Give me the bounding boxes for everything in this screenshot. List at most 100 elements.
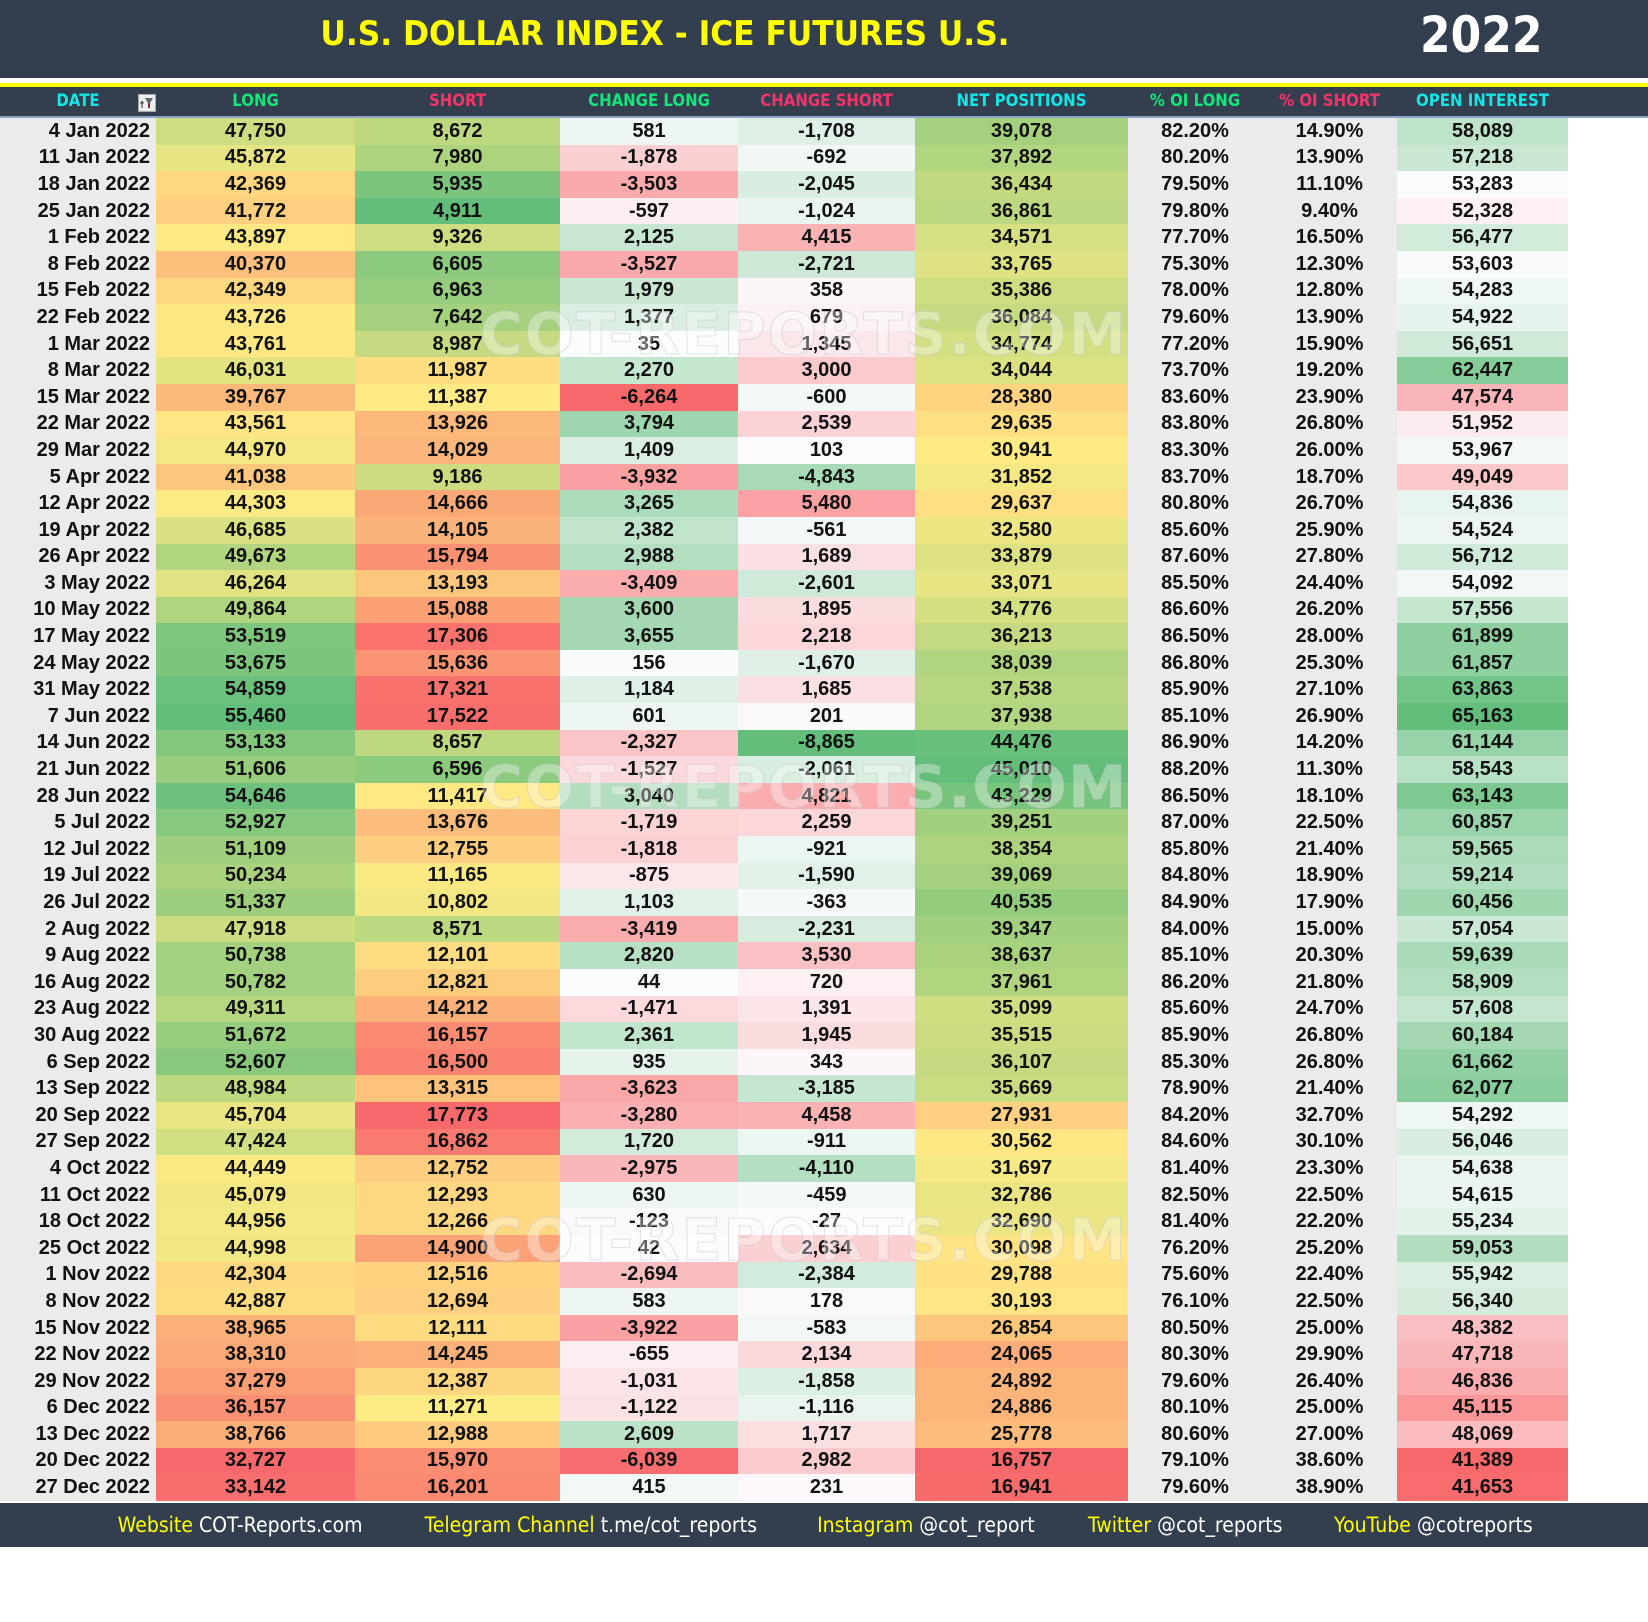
cell-change-short: 679 (738, 304, 915, 331)
cell-short: 6,963 (355, 277, 560, 305)
cell-date: 3 May 2022 (0, 570, 156, 597)
column-header-oi-long-pct[interactable]: % OI LONG (1149, 91, 1241, 111)
table-row: 1 Nov 2022 42,304 12,516 -2,694 -2,384 29,788… (0, 1261, 1648, 1289)
row-padding (1568, 942, 1648, 969)
cell-net-positions: 36,213 (915, 623, 1128, 650)
cell-change-long: -597 (560, 197, 738, 225)
cell-oi-long-pct: 87.60% (1128, 543, 1262, 571)
cell-oi-long-pct: 82.20% (1128, 118, 1262, 145)
footer-link-website[interactable]: Website COT-Reports.com (117, 1513, 362, 1537)
cell-net-positions: 35,669 (915, 1075, 1128, 1102)
cell-oi-long-pct: 83.30% (1128, 437, 1262, 464)
footer-link-telegram-channel[interactable]: Telegram Channel t.me/cot_reports (424, 1513, 756, 1537)
cell-oi-long-pct: 84.90% (1128, 889, 1262, 916)
cell-oi-short-pct: 15.90% (1262, 330, 1397, 358)
cell-short: 13,676 (355, 809, 560, 837)
cell-long: 46,685 (156, 516, 355, 544)
cell-short: 15,970 (355, 1447, 560, 1475)
cell-short: 12,516 (355, 1261, 560, 1289)
cell-long: 47,918 (156, 915, 355, 943)
cell-date: 30 Aug 2022 (0, 1022, 156, 1049)
cell-long: 55,460 (156, 703, 355, 730)
cell-date: 7 Jun 2022 (0, 703, 156, 730)
cell-oi-short-pct: 28.00% (1262, 623, 1397, 650)
table-row: 25 Oct 2022 44,998 14,900 42 2,634 30,098 76.2… (0, 1234, 1648, 1262)
cell-net-positions: 39,078 (915, 118, 1128, 145)
footer-link-twitter[interactable]: Twitter @cot_reports (1088, 1513, 1283, 1537)
filter-icon[interactable] (138, 94, 156, 112)
cell-long: 32,727 (156, 1447, 355, 1475)
cell-change-long: 2,361 (560, 1022, 738, 1049)
cell-change-short: -2,601 (738, 570, 915, 597)
column-header-date[interactable]: DATE (56, 91, 100, 111)
row-padding (1568, 676, 1648, 704)
cell-net-positions: 33,765 (915, 250, 1128, 278)
cell-oi-long-pct: 85.90% (1128, 676, 1262, 704)
cell-open-interest: 55,942 (1397, 1261, 1568, 1289)
cell-oi-long-pct: 85.10% (1128, 703, 1262, 730)
cell-short: 5,935 (355, 171, 560, 198)
column-header-change-long[interactable]: CHANGE LONG (588, 91, 710, 111)
cell-net-positions: 30,562 (915, 1128, 1128, 1156)
cell-short: 13,926 (355, 410, 560, 438)
column-header-oi-short-pct[interactable]: % OI SHORT (1279, 91, 1380, 111)
cell-net-positions: 36,434 (915, 171, 1128, 198)
cell-change-long: -6,264 (560, 383, 738, 411)
table-row: 13 Dec 2022 38,766 12,988 2,609 1,717 25,778 8… (0, 1421, 1648, 1448)
table-row: 31 May 2022 54,859 17,321 1,184 1,685 37,538 8… (0, 676, 1648, 704)
cell-change-short: 2,259 (738, 809, 915, 837)
cell-change-short: -1,116 (738, 1394, 915, 1422)
cell-open-interest: 54,292 (1397, 1101, 1568, 1129)
cell-oi-long-pct: 81.40% (1128, 1208, 1262, 1235)
cell-oi-long-pct: 86.90% (1128, 729, 1262, 757)
cell-oi-short-pct: 12.80% (1262, 277, 1397, 305)
cell-oi-long-pct: 79.50% (1128, 171, 1262, 198)
cell-oi-short-pct: 18.90% (1262, 862, 1397, 890)
cell-change-short: 358 (738, 277, 915, 305)
column-header-short[interactable]: SHORT (428, 91, 487, 111)
cell-long: 54,646 (156, 782, 355, 810)
cell-oi-short-pct: 23.30% (1262, 1155, 1397, 1182)
cell-short: 16,862 (355, 1128, 560, 1156)
cell-net-positions: 16,757 (915, 1447, 1128, 1475)
cell-oi-long-pct: 75.60% (1128, 1261, 1262, 1289)
cell-change-long: 2,270 (560, 357, 738, 384)
footer-value: @cot_reports (1157, 1512, 1283, 1537)
cell-change-short: 720 (738, 969, 915, 996)
row-padding (1568, 1474, 1648, 1501)
cell-oi-long-pct: 86.60% (1128, 596, 1262, 624)
cell-net-positions: 35,099 (915, 995, 1128, 1023)
cell-oi-short-pct: 18.70% (1262, 463, 1397, 491)
cell-change-long: -3,503 (560, 171, 738, 198)
cell-oi-long-pct: 79.80% (1128, 197, 1262, 225)
cell-long: 44,970 (156, 437, 355, 464)
row-padding (1568, 437, 1648, 464)
cell-long: 42,887 (156, 1288, 355, 1315)
row-padding (1568, 1367, 1648, 1395)
cell-net-positions: 24,892 (915, 1367, 1128, 1395)
cell-open-interest: 47,574 (1397, 383, 1568, 411)
cell-open-interest: 52,328 (1397, 197, 1568, 225)
table-row: 20 Dec 2022 32,727 15,970 -6,039 2,982 16,757… (0, 1447, 1648, 1475)
cell-date: 27 Dec 2022 (0, 1474, 156, 1501)
table-row: 15 Mar 2022 39,767 11,387 -6,264 -600 28,380 8… (0, 383, 1648, 411)
column-header-net-positions[interactable]: NET POSITIONS (956, 91, 1087, 111)
cell-date: 28 Jun 2022 (0, 782, 156, 810)
yellow-divider (0, 83, 1648, 87)
cell-long: 36,157 (156, 1394, 355, 1422)
cell-date: 14 Jun 2022 (0, 729, 156, 757)
cell-net-positions: 34,571 (915, 224, 1128, 251)
footer-link-instagram[interactable]: Instagram @cot_report (817, 1513, 1035, 1537)
cell-short: 12,821 (355, 969, 560, 996)
column-header-change-short[interactable]: CHANGE SHORT (760, 91, 893, 111)
cell-open-interest: 57,556 (1397, 596, 1568, 624)
cell-change-long: -1,878 (560, 144, 738, 172)
cell-change-short: -27 (738, 1208, 915, 1235)
footer-link-youtube[interactable]: YouTube @cotreports (1334, 1513, 1533, 1537)
table-row: 3 May 2022 46,264 13,193 -3,409 -2,601 33,071… (0, 570, 1648, 597)
column-header-long[interactable]: LONG (232, 91, 279, 111)
column-header-open-interest[interactable]: OPEN INTEREST (1416, 91, 1549, 111)
cell-net-positions: 24,886 (915, 1394, 1128, 1422)
row-padding (1568, 809, 1648, 837)
cell-open-interest: 58,543 (1397, 756, 1568, 783)
